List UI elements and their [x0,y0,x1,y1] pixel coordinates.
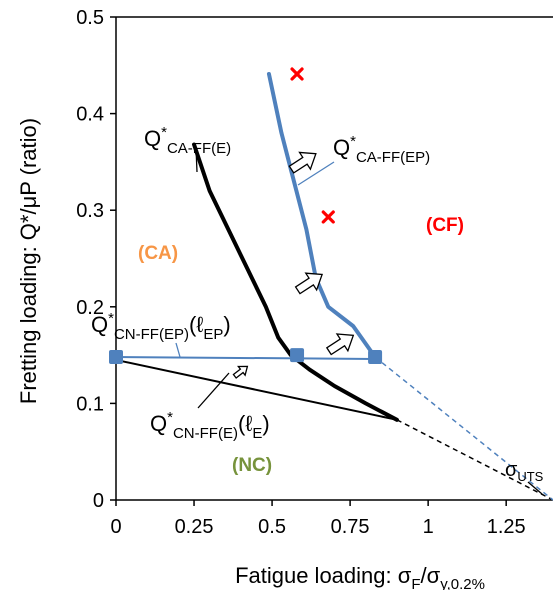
leader-ca-ff-e [195,147,198,173]
series-cn-ff-e [115,358,398,421]
x-tick-label: 0.5 [258,516,286,538]
annotation-ca-ff-ep: Q*CA-FF(EP) [333,133,430,166]
leader-cn-ff-ep [175,342,181,358]
leader-cn-ff-e [197,372,230,409]
x-tick-label: 0 [110,516,121,538]
annotation-uts: σUTS [505,459,544,484]
series-extension-black [396,419,553,501]
series-ca-ff-e [192,142,399,422]
leader-lines [175,147,543,495]
series-ca-ff-ep [266,71,378,360]
x-tick-label: 1 [423,516,434,538]
direction-arrow-icon [288,151,317,174]
x-tick-label: 0.25 [175,516,214,538]
y-tick-label: 0.5 [76,7,104,29]
leader-uts [527,481,543,495]
direction-arrow-icon [232,365,249,379]
cross-marker [321,210,335,224]
square-marker [368,350,383,365]
cross-marker [290,67,304,81]
x-tick-label: 0.75 [331,516,370,538]
y-tick-label: 0.1 [76,393,104,415]
y-axis-title: Fretting loading: Q*/μP (ratio) [16,118,41,404]
series-layer [115,71,553,501]
x-ticks: 0 0.25 0.5 0.75 1 1.25 [110,500,526,538]
region-label-ca: (CA) [138,243,178,264]
direction-arrow-icon [294,272,324,295]
region-label-cf: (CF) [426,215,464,236]
x-axis-title: Fatigue loading: σF/σy,0.2% [235,563,485,590]
x-tick-label: 1.25 [487,516,526,538]
arrow-layer [232,151,355,379]
y-tick-label: 0 [93,490,104,512]
marker-layer [109,67,383,365]
plot-area [115,16,553,501]
leader-ca-ff-ep [297,161,335,186]
series-cn-ff-ep [115,356,377,360]
square-marker [290,348,305,363]
region-label-nc: (NC) [232,455,272,476]
y-tick-label: 0.2 [76,297,104,319]
series-extension-blue [374,356,553,501]
annotation-ca-ff-e: Q*CA-FF(E) [144,124,231,157]
y-tick-label: 0.4 [76,104,104,126]
y-tick-label: 0.3 [76,200,104,222]
annotation-cn-ff-e: Q*CN-FF(E)(ℓE) [150,409,270,442]
y-ticks: 0 0.1 0.2 0.3 0.4 0.5 [76,7,116,512]
annotation-cn-ff-ep: Q*CN-FF(EP)(ℓEP) [91,310,231,343]
direction-arrow-icon [325,333,355,356]
square-marker [109,350,123,365]
